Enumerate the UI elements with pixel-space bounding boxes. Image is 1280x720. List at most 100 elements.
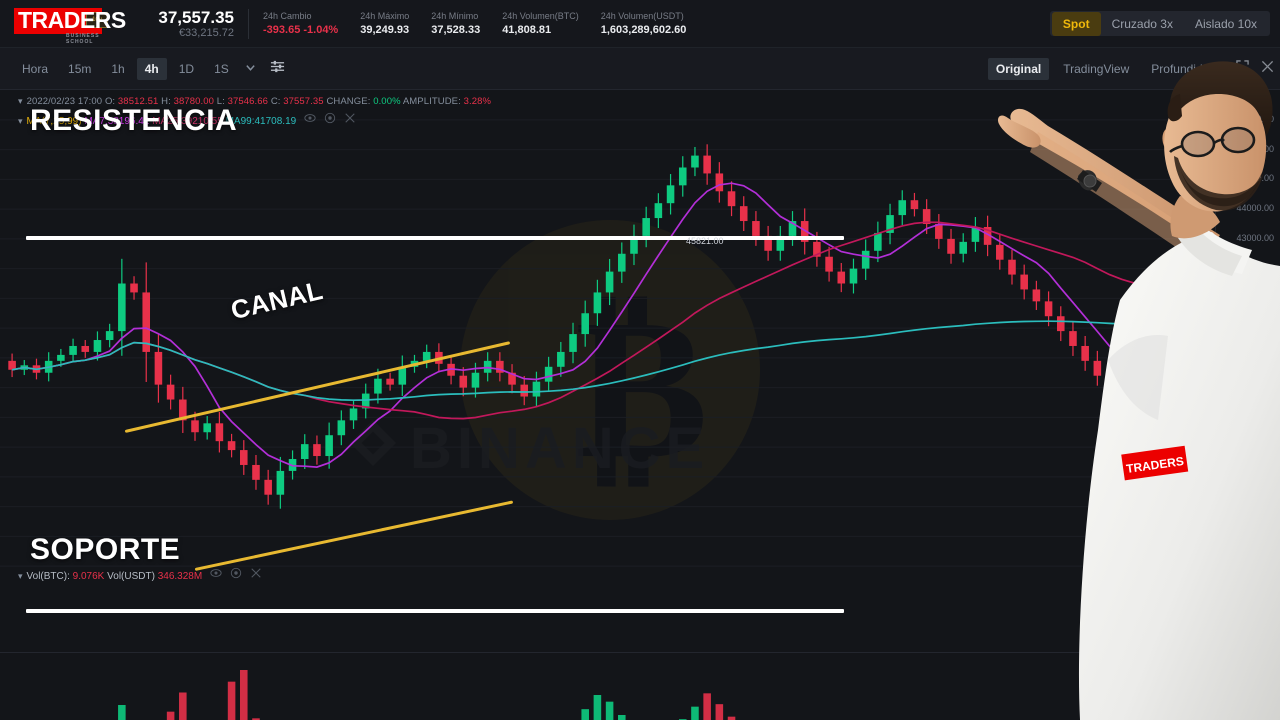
stat-value: 37,528.33 — [431, 24, 481, 36]
vol-usdt-label: Vol(USDT) — [107, 571, 155, 582]
price-axis-tick — [1216, 566, 1221, 568]
price-axis-tick — [1216, 387, 1221, 389]
view-tradingview[interactable]: TradingView — [1063, 61, 1130, 76]
volume-axis-tick-label: 0.00 — [1256, 714, 1274, 720]
stat-label: 24h Mínimo — [431, 11, 479, 21]
ohlc-change-label: CHANGE: — [326, 96, 371, 107]
price-axis-tick — [1216, 149, 1221, 151]
price-axis-tick-label: 40000.00 — [1236, 322, 1274, 333]
collapse-icon[interactable]: ▾ — [18, 116, 23, 126]
timeframe-1h[interactable]: 1h — [111, 61, 125, 76]
price-axis-tick-label: 36000.00 — [1236, 441, 1274, 452]
price-axis-tick — [1216, 119, 1221, 121]
stat-label: 24h Cambio — [263, 11, 312, 21]
ma7-label: MA7: — [84, 116, 108, 127]
tab-isolated-10x[interactable]: Aislado 10x — [1194, 16, 1257, 31]
volume-pane-separator — [0, 652, 1215, 653]
close-icon[interactable] — [1261, 60, 1274, 78]
price-axis-tick-label: 44000.00 — [1236, 203, 1274, 214]
price-axis-tick-label: 45000.00 — [1236, 173, 1274, 184]
annotation-resistencia: RESISTENCIA — [30, 104, 238, 137]
vol-usdt-value: 346.328M — [157, 571, 203, 582]
ma-title: MA(7,25,99) — [26, 116, 82, 127]
ohlc-close: 37557.35 — [283, 96, 324, 107]
sliders-icon[interactable] — [270, 59, 285, 79]
price-axis-tick — [1216, 328, 1221, 330]
timeframe-4h[interactable]: 4h — [136, 57, 167, 80]
stat-label: 24h Máximo — [360, 11, 410, 21]
ma25-value: 39210.55 — [181, 116, 223, 127]
fullscreen-icon[interactable] — [1236, 59, 1249, 78]
price-axis-tick-label: 37000.00 — [1236, 411, 1274, 422]
stat-24h-high: 24h Máximo 39,249.93 — [360, 9, 409, 38]
timeframe-15m[interactable]: 15m — [68, 61, 92, 76]
ohlc-datetime: 2022/02/23 17:00 — [26, 96, 103, 107]
stat-label: 24h Volumen(USDT) — [600, 11, 684, 21]
ohlc-change: 0.00% — [373, 96, 401, 107]
support-line[interactable] — [26, 609, 844, 613]
vol-btc-value: 9.076K — [72, 571, 105, 582]
ohlc-high: 38780.00 — [173, 96, 214, 107]
collapse-icon[interactable]: ▾ — [18, 96, 23, 106]
candlestick-chart[interactable]: ₿ BINANCE 45821.00 › — [0, 90, 1215, 720]
price-axis-tick-label: 43000.00 — [1236, 232, 1274, 243]
chart-view-switcher: Original TradingView Profundidad — [982, 57, 1274, 80]
ma25-label: MA25: — [152, 116, 182, 127]
logo-badge-text: 10y — [92, 16, 102, 23]
remove-indicator-icon[interactable] — [250, 567, 262, 582]
chevron-down-icon[interactable] — [245, 62, 256, 75]
view-original[interactable]: Original — [987, 57, 1050, 80]
stat-value: 41,808.81 — [502, 24, 552, 36]
ma99-label: MA99: — [225, 116, 255, 127]
price-axis-tick — [1216, 209, 1221, 211]
ticker-price-secondary: €33,215.72 — [178, 26, 234, 39]
logo-wordmark: TRADERS — [18, 6, 126, 33]
view-depth[interactable]: Profundidad — [1151, 61, 1216, 76]
stat-value: 39,249.93 — [360, 24, 410, 36]
tab-cross-3x[interactable]: Cruzado 3x — [1111, 16, 1173, 31]
collapse-icon[interactable]: ▾ — [18, 571, 23, 581]
ma99-value: 41708.19 — [254, 116, 297, 127]
settings-gear-icon[interactable] — [324, 112, 336, 127]
timeframe-1d[interactable]: 1D — [178, 61, 195, 76]
price-axis-tick-label: 42000.00 — [1236, 262, 1274, 273]
traders-logo[interactable]: 10y TRADERS BUSINESS SCHOOL — [8, 6, 128, 45]
stat-24h-volume-usdt: 24h Volumen(USDT) 1,603,289,602.60 — [601, 9, 687, 38]
volume-legend: ▾ Vol(BTC): 9.076K Vol(USDT) 346.328M — [18, 567, 262, 582]
ohlc-close-label: C: — [270, 96, 281, 107]
remove-indicator-icon[interactable] — [344, 112, 356, 127]
volume-axis-tick-label: 25K — [1257, 574, 1274, 584]
timeframe-hora[interactable]: Hora — [22, 61, 49, 76]
price-axis-tick — [1216, 238, 1221, 240]
volume-axis-tick-label: 15K — [1257, 630, 1274, 640]
timeframe-1s[interactable]: 1S — [214, 61, 229, 76]
price-axis-tick-label: 39000.00 — [1236, 351, 1274, 362]
price-axis-tick — [1216, 536, 1221, 538]
vol-btc-label: Vol(BTC): — [26, 571, 70, 582]
price-axis-tick — [1216, 476, 1221, 478]
ohlc-amplitude: 3.28% — [463, 96, 492, 107]
visibility-eye-icon[interactable] — [304, 112, 316, 127]
logo-subtitle: BUSINESS SCHOOL — [66, 32, 100, 45]
ohlc-low: 37546.66 — [227, 96, 269, 107]
resistance-line[interactable] — [26, 236, 844, 240]
price-axis-tick-label: 35000.00 — [1236, 470, 1274, 481]
ohlc-open-label: O: — [104, 96, 116, 107]
visibility-eye-icon[interactable] — [210, 567, 222, 582]
stat-24h-change: 24h Cambio -393.65 -1.04% — [263, 9, 338, 38]
tab-spot[interactable]: Spot — [1051, 11, 1101, 36]
ohlc-low-label: L: — [216, 96, 225, 107]
price-axis-tick-label: 47000.00 — [1236, 113, 1274, 124]
price-axis-tick — [1216, 179, 1221, 181]
stat-24h-volume-btc: 24h Volumen(BTC) 41,808.81 — [502, 9, 579, 38]
trading-mode-tabs: Spot Cruzado 3x Aislado 10x — [1049, 11, 1270, 36]
top-header-bar: 10y TRADERS BUSINESS SCHOOL 37,557.35 €3… — [0, 0, 1280, 48]
price-axis-tick-label: 46000.00 — [1236, 143, 1274, 154]
volume-axis-tick-label: 20K — [1257, 602, 1274, 612]
price-axis[interactable]: 47000.00 46000.00 45000.00 44000.00 43000.00… — [1212, 90, 1280, 720]
settings-gear-icon[interactable] — [230, 567, 242, 582]
ticker-price: 37,557.35 — [158, 7, 234, 27]
price-axis-tick-label: 38000.00 — [1236, 381, 1274, 392]
ticker-price-block: 37,557.35 €33,215.72 — [134, 8, 234, 40]
